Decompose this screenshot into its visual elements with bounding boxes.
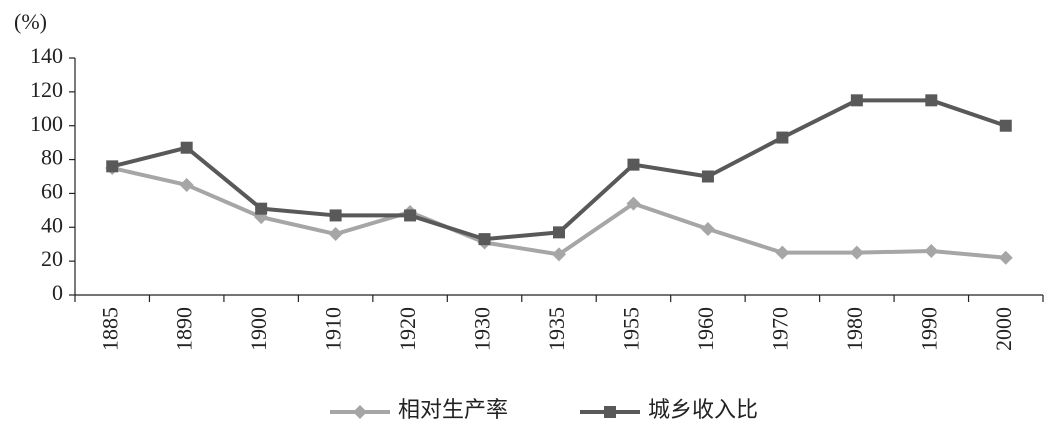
series-line: [111, 166, 1006, 260]
data-point: [850, 94, 863, 107]
x-tick-label: 1960: [693, 307, 718, 351]
x-tick-label: 1910: [321, 307, 346, 351]
data-point: [925, 94, 938, 107]
data-point: [626, 196, 641, 211]
data-point: [179, 177, 194, 192]
y-tick-label: 80: [41, 145, 63, 170]
data-point: [924, 243, 939, 258]
legend-marker: [604, 406, 616, 418]
data-point: [701, 170, 714, 183]
y-tick-label: 60: [41, 178, 63, 203]
x-tick-label: 1890: [172, 307, 197, 351]
data-point: [180, 141, 193, 154]
data-point: [328, 227, 343, 242]
x-tick-label: 1955: [619, 307, 644, 351]
x-tick-label: 2000: [991, 307, 1016, 351]
y-tick-label: 120: [30, 77, 63, 102]
data-point: [478, 233, 491, 246]
y-axis-unit: (%): [14, 9, 47, 34]
data-point: [700, 221, 715, 236]
data-point: [775, 245, 790, 260]
data-point: [998, 250, 1013, 265]
x-tick-label: 1970: [767, 307, 792, 351]
x-tick-label: 1885: [97, 307, 122, 351]
data-point: [404, 209, 417, 222]
x-tick-label: 1980: [842, 307, 867, 351]
x-tick-label: 1920: [395, 307, 420, 351]
y-tick-label: 140: [30, 43, 63, 68]
x-tick-label: 1935: [544, 307, 569, 351]
y-tick-label: 20: [41, 246, 63, 271]
data-point: [627, 158, 640, 171]
x-tick-label: 1990: [916, 307, 941, 351]
data-point: [106, 160, 119, 173]
y-tick-label: 100: [30, 111, 63, 136]
data-point: [255, 202, 268, 215]
data-point: [553, 226, 565, 239]
data-point: [552, 247, 566, 262]
series-line: [111, 98, 1007, 242]
data-point: [329, 209, 342, 222]
data-point: [776, 131, 789, 144]
legend-label: 相对生产率: [398, 397, 508, 422]
y-tick-label: 0: [52, 280, 63, 305]
data-point: [999, 119, 1012, 132]
legend-marker: [353, 405, 367, 419]
y-tick-label: 40: [41, 212, 63, 237]
data-point: [849, 245, 864, 260]
x-tick-label: 1900: [246, 307, 271, 351]
x-tick-label: 1930: [470, 307, 495, 351]
legend-label: 城乡收入比: [648, 397, 758, 422]
